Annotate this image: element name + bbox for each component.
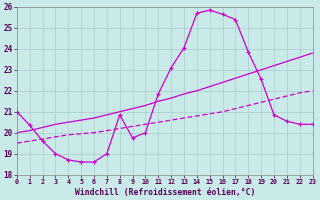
X-axis label: Windchill (Refroidissement éolien,°C): Windchill (Refroidissement éolien,°C) — [75, 188, 255, 197]
